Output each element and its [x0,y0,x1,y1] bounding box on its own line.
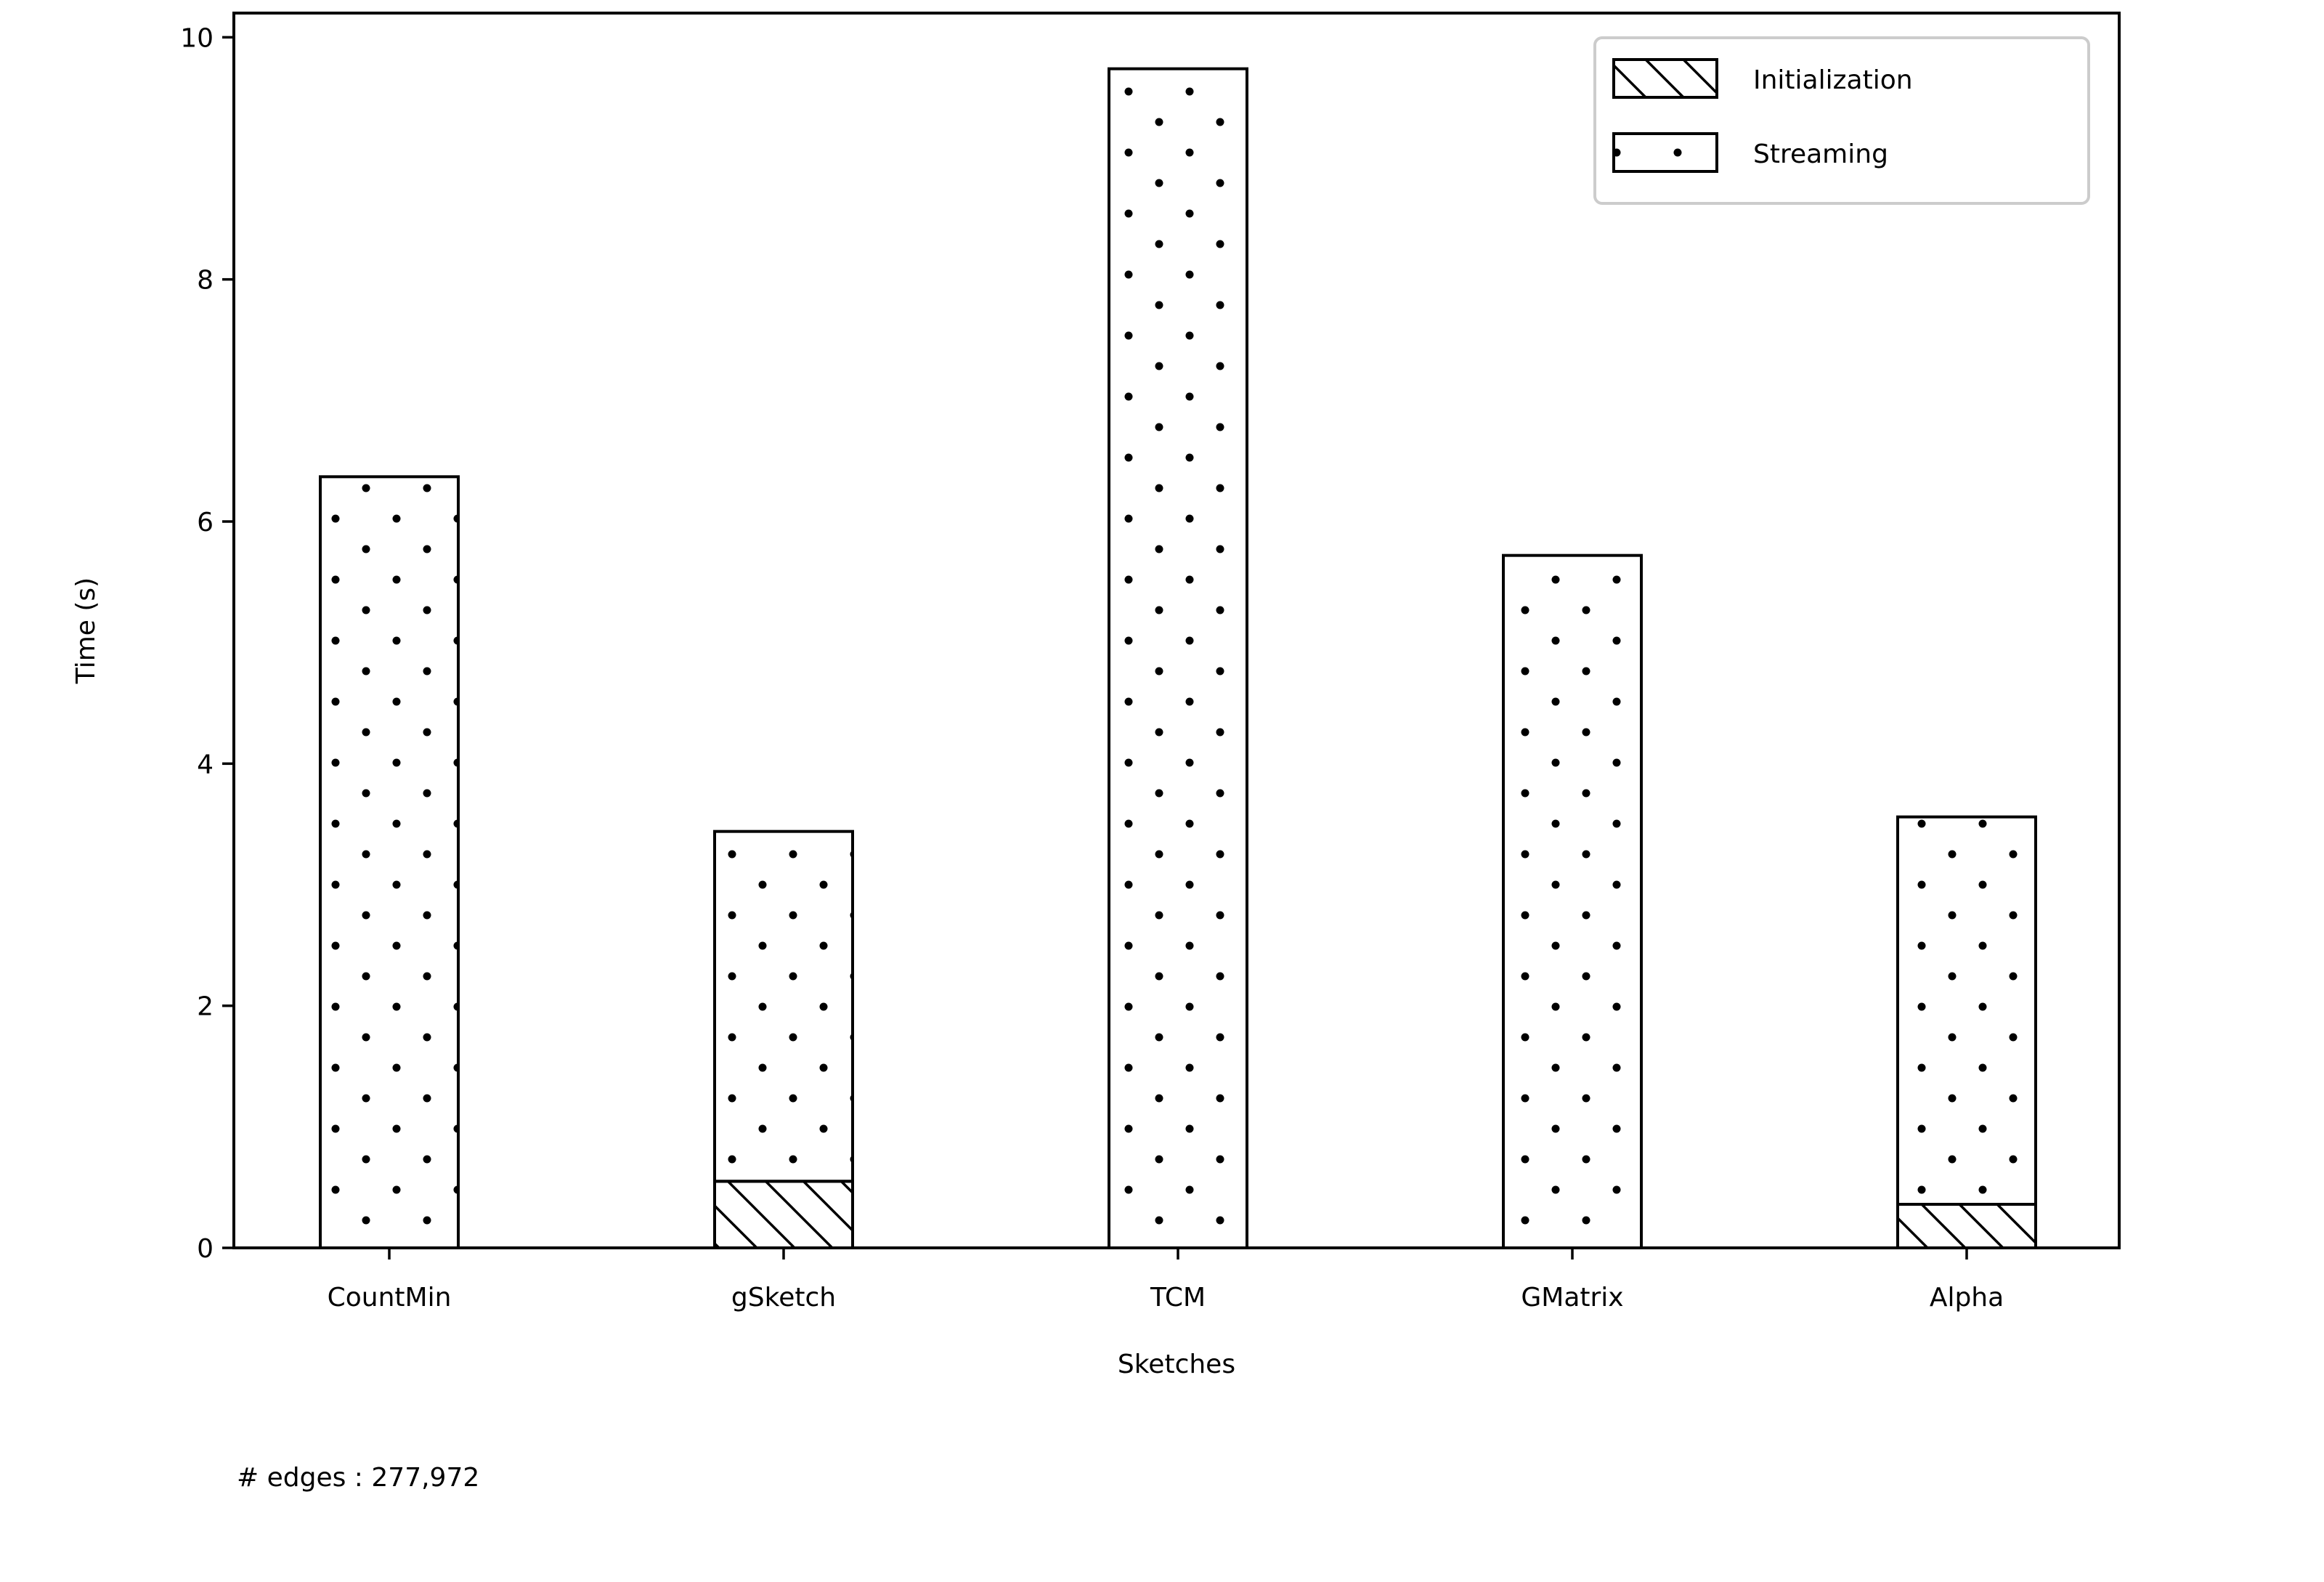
y-tick-label: 4 [197,750,214,779]
y-tick-label: 2 [197,992,214,1022]
bar-gsketch-streaming [713,829,854,1183]
x-tick-label-countmin: CountMin [328,1283,452,1313]
y-tick-label: 8 [197,266,214,296]
legend-label-streaming: Streaming [1753,139,1888,169]
x-tick-label-alpha: Alpha [1930,1283,2004,1313]
legend-swatch-initialization [1612,58,1718,99]
y-tick-label: 10 [180,23,214,53]
bar-gsketch-initialization [713,1180,854,1250]
bar-alpha-initialization [1896,1203,2037,1249]
y-tick-label: 0 [197,1234,214,1264]
x-axis: CountMin gSketch TCM GMatrix Alpha [328,1248,2004,1313]
bars-layer [319,67,2037,1250]
legend-label-initialization: Initialization [1753,65,1913,95]
bar-alpha-streaming [1896,815,2037,1206]
x-tick-label-gsketch: gSketch [731,1283,836,1313]
x-tick-label-tcm: TCM [1150,1283,1206,1313]
y-axis-label: Time (s) [71,577,101,684]
legend: Initialization Streaming [1593,36,2090,205]
bar-gmatrix-streaming [1502,553,1643,1249]
y-axis: 0 2 4 6 8 10 [180,23,234,1264]
x-axis-label: Sketches [1118,1350,1235,1379]
legend-swatch-streaming [1612,132,1718,173]
plot-frame [232,12,2121,1249]
x-tick-label-gmatrix: GMatrix [1521,1283,1623,1313]
y-tick-label: 6 [197,508,214,538]
bar-countmin-streaming [319,475,460,1249]
edges-note: # edges : 277,972 [237,1463,479,1493]
bar-tcm-streaming [1108,67,1248,1250]
